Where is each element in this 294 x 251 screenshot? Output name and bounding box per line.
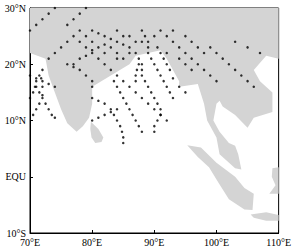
svg-text:70°E: 70°E xyxy=(20,237,40,248)
svg-text:20°N: 20°N xyxy=(5,59,26,70)
svg-text:80°E: 80°E xyxy=(82,237,102,248)
svg-text:10°S: 10°S xyxy=(6,227,26,239)
svg-text:30°N: 30°N xyxy=(5,3,26,14)
svg-text:90°E: 90°E xyxy=(144,237,164,248)
svg-text:100°E: 100°E xyxy=(204,237,229,248)
svg-text:10°N: 10°N xyxy=(5,115,26,126)
svg-text:EQU: EQU xyxy=(5,171,26,182)
svg-text:110°E: 110°E xyxy=(266,237,291,248)
